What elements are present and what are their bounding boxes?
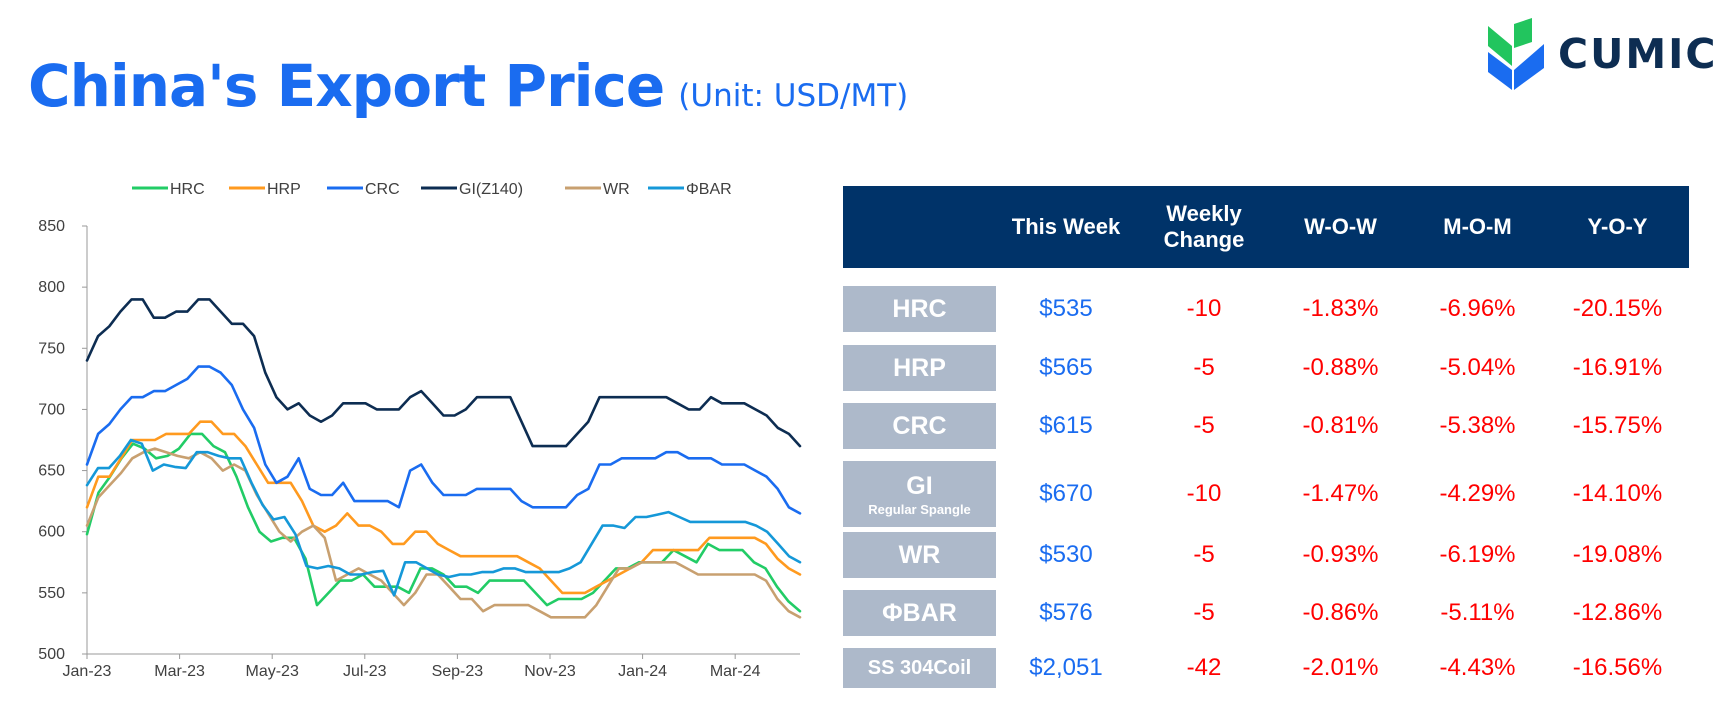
cell-this-week: $530 xyxy=(1039,541,1093,568)
cell-wow: -0.81% xyxy=(1302,412,1379,439)
page-title: China's Export Price (Unit: USD/MT) xyxy=(28,52,908,120)
cell-yoy: -20.15% xyxy=(1572,295,1663,322)
cell-this-week: $2,051 xyxy=(1029,654,1103,681)
y-tick-label: 500 xyxy=(38,646,65,663)
cell-yoy: -16.91% xyxy=(1572,354,1663,381)
table-row: GI Regular Spangle $670 -10 -1.47% -4.29… xyxy=(843,461,1689,527)
cell-this-week: $565 xyxy=(1039,354,1093,381)
x-tick-label: Mar-24 xyxy=(710,663,761,680)
legend-label: CRC xyxy=(365,181,400,198)
title-main: China's Export Price xyxy=(28,52,665,120)
header-yoy: Y-O-Y xyxy=(1587,214,1648,239)
x-tick-label: Nov-23 xyxy=(524,663,576,680)
row-label: ΦBAR xyxy=(843,590,996,636)
series-line-crc xyxy=(85,365,802,515)
cell-weekly-change: -5 xyxy=(1193,599,1215,626)
table-row: ΦBAR $576 -5 -0.86% -5.11% -12.86% xyxy=(843,590,1689,636)
cell-wow: -2.01% xyxy=(1302,654,1379,681)
row-sublabel: Regular Spangle xyxy=(868,501,971,517)
x-tick-label: May-23 xyxy=(246,663,299,680)
row-label: HRC xyxy=(843,286,996,332)
y-tick-label: 600 xyxy=(38,524,65,541)
cell-yoy: -16.56% xyxy=(1572,654,1663,681)
header-mom: M-O-M xyxy=(1443,214,1512,239)
row-label-gi: GI Regular Spangle xyxy=(843,461,996,527)
cell-weekly-change: -10 xyxy=(1186,480,1222,507)
y-tick-label: 550 xyxy=(38,585,65,602)
series-line-hrp xyxy=(85,420,802,595)
row-label: GI xyxy=(906,471,933,500)
y-tick-label: 650 xyxy=(38,463,65,480)
cell-weekly-change: -5 xyxy=(1193,412,1215,439)
series-line--bar xyxy=(85,438,802,597)
table-row: WR $530 -5 -0.93% -6.19% -19.08% xyxy=(843,532,1689,578)
table-row: HRP $565 -5 -0.88% -5.04% -16.91% xyxy=(843,345,1689,391)
cumic-logo-icon xyxy=(1488,18,1544,90)
x-tick-label: Jan-23 xyxy=(63,663,112,680)
export-price-line-chart: 500 550 600 650 700 750 800 850 Jan-23 Mar-23 May-… xyxy=(38,181,802,680)
header-this-week: This Week xyxy=(1011,214,1121,239)
cell-wow: -1.83% xyxy=(1302,295,1379,322)
x-tick-label: Sep-23 xyxy=(432,663,484,680)
legend-label: HRC xyxy=(170,181,205,198)
cell-yoy: -12.86% xyxy=(1572,599,1663,626)
y-tick-label: 850 xyxy=(38,218,65,235)
legend-label: ΦBAR xyxy=(686,181,732,198)
table-row: HRC $535 -10 -1.83% -6.96% -20.15% xyxy=(843,286,1689,332)
cell-this-week: $576 xyxy=(1039,599,1093,626)
cumic-logo: CUMIC xyxy=(1486,16,1716,90)
table-row: CRC $615 -5 -0.81% -5.38% -15.75% xyxy=(843,403,1689,449)
cumic-logo-text: CUMIC xyxy=(1558,30,1718,78)
row-label: SS 304Coil xyxy=(843,648,996,688)
row-label: HRP xyxy=(843,345,996,391)
cell-wow: -0.88% xyxy=(1302,354,1379,381)
legend-label: HRP xyxy=(267,181,301,198)
cell-mom: -6.19% xyxy=(1439,541,1516,568)
cell-yoy: -15.75% xyxy=(1572,412,1663,439)
cell-weekly-change: -5 xyxy=(1193,354,1215,381)
y-tick-label: 800 xyxy=(38,279,65,296)
cell-wow: -0.86% xyxy=(1302,599,1379,626)
cell-wow: -0.93% xyxy=(1302,541,1379,568)
cell-yoy: -19.08% xyxy=(1572,541,1663,568)
series-line-gi-z140- xyxy=(85,298,802,448)
row-label: CRC xyxy=(843,403,996,449)
table-header: This Week Weekly Change W-O-W M-O-M Y-O-… xyxy=(843,186,1689,268)
x-tick-label: Mar-23 xyxy=(154,663,205,680)
cell-weekly-change: -42 xyxy=(1186,654,1222,681)
cell-mom: -5.04% xyxy=(1439,354,1516,381)
x-tick-label: Jul-23 xyxy=(343,663,387,680)
y-tick-label: 750 xyxy=(38,340,65,357)
cell-weekly-change: -5 xyxy=(1193,541,1215,568)
cell-mom: -4.29% xyxy=(1439,480,1516,507)
cell-mom: -5.38% xyxy=(1439,412,1516,439)
title-unit: (Unit: USD/MT) xyxy=(678,78,909,114)
cell-weekly-change: -10 xyxy=(1186,295,1222,322)
cell-yoy: -14.10% xyxy=(1572,480,1663,507)
legend-label: GI(Z140) xyxy=(459,181,523,198)
cell-this-week: $615 xyxy=(1039,412,1093,439)
cell-this-week: $535 xyxy=(1039,295,1093,322)
series-line-wr xyxy=(85,447,802,619)
header-wow: W-O-W xyxy=(1304,214,1377,239)
row-label: WR xyxy=(843,532,996,578)
x-tick-label: Jan-24 xyxy=(618,663,667,680)
cell-mom: -5.11% xyxy=(1440,599,1515,626)
header-weekly-change: Weekly Change xyxy=(1163,201,1245,252)
y-tick-label: 700 xyxy=(38,401,65,418)
cell-mom: -6.96% xyxy=(1439,295,1516,322)
cell-wow: -1.47% xyxy=(1302,480,1379,507)
legend-label: WR xyxy=(603,181,630,198)
cell-mom: -4.43% xyxy=(1439,654,1516,681)
cell-this-week: $670 xyxy=(1039,480,1093,507)
table-row: SS 304Coil $2,051 -42 -2.01% -4.43% -16.… xyxy=(843,648,1689,694)
